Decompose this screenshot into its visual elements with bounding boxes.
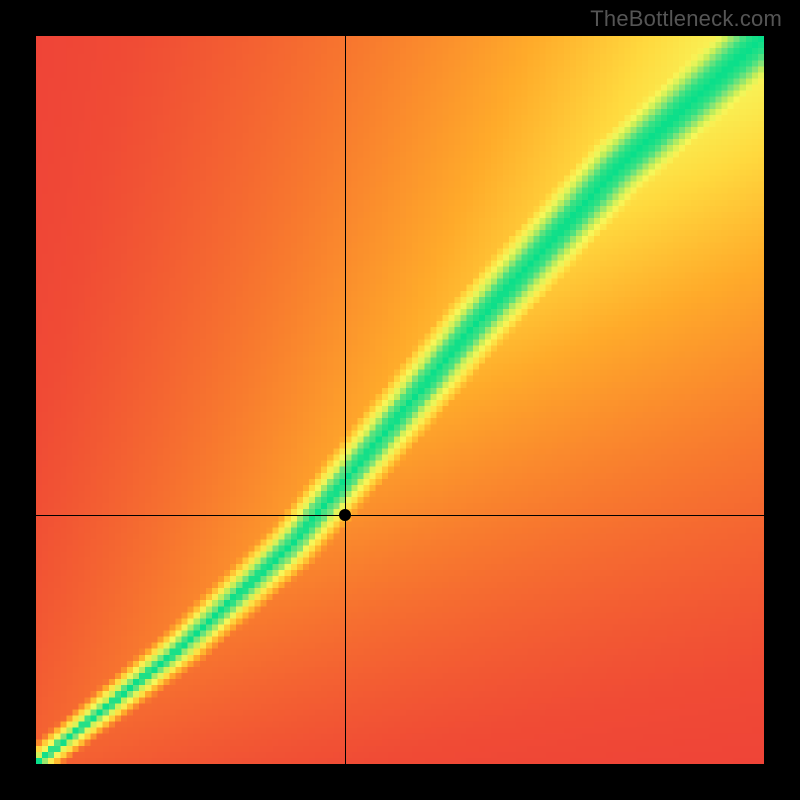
- bottleneck-heatmap: [36, 36, 764, 764]
- crosshair-horizontal: [36, 515, 764, 516]
- watermark-text: TheBottleneck.com: [590, 6, 782, 32]
- crosshair-vertical: [345, 36, 346, 764]
- heatmap-canvas: [36, 36, 764, 764]
- crosshair-marker: [339, 509, 351, 521]
